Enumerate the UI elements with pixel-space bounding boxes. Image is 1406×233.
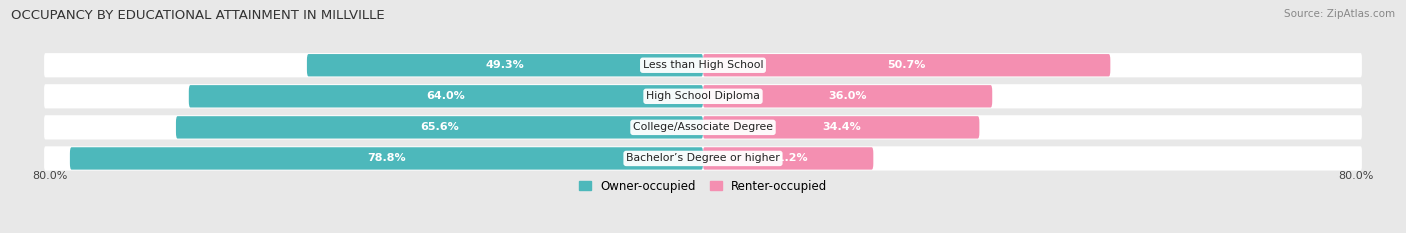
Text: 50.7%: 50.7% xyxy=(887,60,927,70)
Text: 21.2%: 21.2% xyxy=(769,154,807,163)
Text: 64.0%: 64.0% xyxy=(426,91,465,101)
Text: Source: ZipAtlas.com: Source: ZipAtlas.com xyxy=(1284,9,1395,19)
Text: 49.3%: 49.3% xyxy=(485,60,524,70)
FancyBboxPatch shape xyxy=(188,85,703,107)
Text: 78.8%: 78.8% xyxy=(367,154,406,163)
Text: 80.0%: 80.0% xyxy=(32,171,67,181)
FancyBboxPatch shape xyxy=(703,85,993,107)
FancyBboxPatch shape xyxy=(44,53,1362,77)
FancyBboxPatch shape xyxy=(44,115,1362,140)
Text: 34.4%: 34.4% xyxy=(823,122,860,132)
FancyBboxPatch shape xyxy=(44,84,1362,108)
FancyBboxPatch shape xyxy=(703,147,873,170)
Text: 36.0%: 36.0% xyxy=(828,91,868,101)
Text: OCCUPANCY BY EDUCATIONAL ATTAINMENT IN MILLVILLE: OCCUPANCY BY EDUCATIONAL ATTAINMENT IN M… xyxy=(11,9,385,22)
Text: 80.0%: 80.0% xyxy=(1339,171,1374,181)
FancyBboxPatch shape xyxy=(176,116,703,139)
FancyBboxPatch shape xyxy=(70,147,703,170)
FancyBboxPatch shape xyxy=(703,116,980,139)
FancyBboxPatch shape xyxy=(44,146,1362,171)
FancyBboxPatch shape xyxy=(307,54,703,76)
Legend: Owner-occupied, Renter-occupied: Owner-occupied, Renter-occupied xyxy=(579,180,827,193)
Text: Bachelor’s Degree or higher: Bachelor’s Degree or higher xyxy=(626,154,780,163)
FancyBboxPatch shape xyxy=(703,54,1111,76)
Text: College/Associate Degree: College/Associate Degree xyxy=(633,122,773,132)
Text: 65.6%: 65.6% xyxy=(420,122,458,132)
Text: Less than High School: Less than High School xyxy=(643,60,763,70)
Text: High School Diploma: High School Diploma xyxy=(647,91,759,101)
